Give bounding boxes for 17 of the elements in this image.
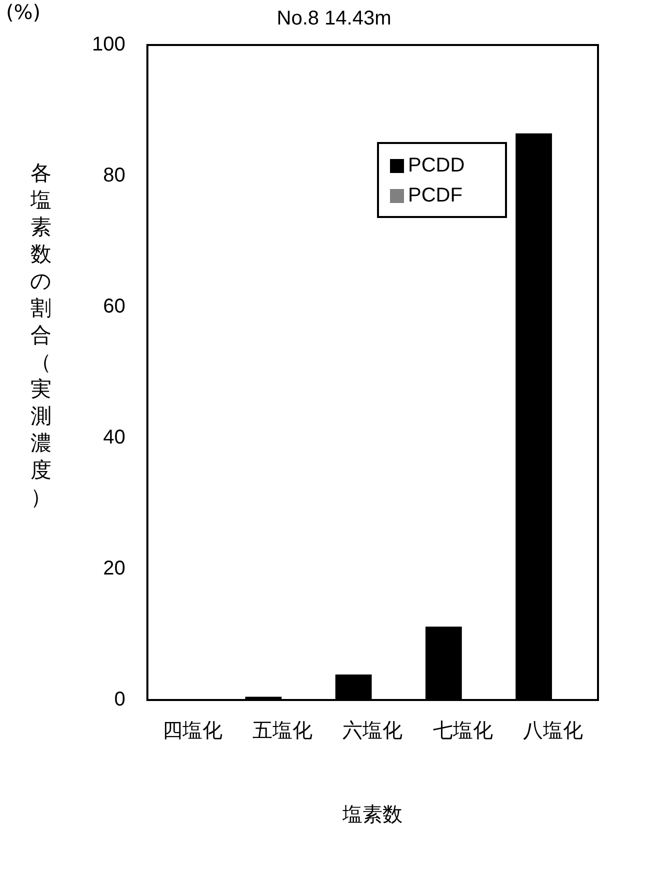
x-tick-label: 七塩化 xyxy=(432,718,493,742)
x-tick-label: 六塩化 xyxy=(342,718,403,742)
x-tick-label: 四塩化 xyxy=(162,718,222,742)
legend-label: PCDF xyxy=(408,184,462,207)
y-tick-label: 40 xyxy=(103,426,126,449)
y-tick-label: 60 xyxy=(103,296,126,318)
x-axis-title: 塩素数 xyxy=(342,802,403,826)
y-tick-label: 100 xyxy=(92,34,126,56)
chart-title: No.8 14.43m xyxy=(276,8,392,30)
x-tick-label: 八塩化 xyxy=(522,718,583,742)
y-tick-label: 80 xyxy=(103,164,126,187)
text: (%) xyxy=(6,0,41,24)
legend-label: PCDD xyxy=(408,154,465,177)
y-tick-label: 20 xyxy=(103,558,126,580)
x-tick-label: 五塩化 xyxy=(252,718,313,742)
y-tick-label: 0 xyxy=(114,688,126,711)
text: 各塩素数の割合（実測濃度） xyxy=(30,161,52,509)
